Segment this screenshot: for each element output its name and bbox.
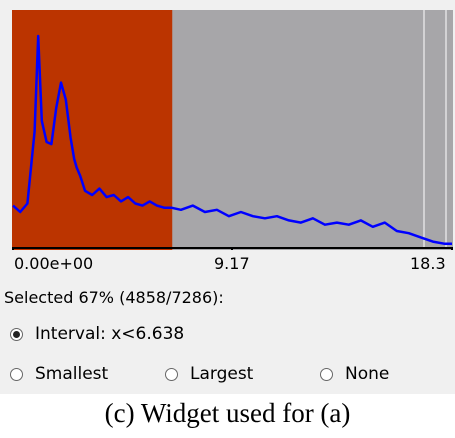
radio-unchecked-icon[interactable] xyxy=(10,367,23,381)
radio-unchecked-icon[interactable] xyxy=(320,367,333,381)
option-none[interactable]: None xyxy=(320,362,389,386)
histogram-line xyxy=(12,34,452,246)
x-tick-label-max: 18.3 xyxy=(410,254,446,273)
option-smallest-label: Smallest xyxy=(35,364,109,384)
option-smallest[interactable]: Smallest xyxy=(10,362,108,386)
option-interval-label: Interval: x<6.638 xyxy=(35,324,185,344)
option-interval[interactable]: Interval: x<6.638 xyxy=(10,322,184,346)
option-largest-label: Largest xyxy=(190,364,254,384)
option-largest[interactable]: Largest xyxy=(165,362,253,386)
figure-caption: (c) Widget used for (a) xyxy=(104,398,351,428)
histogram-chart[interactable] xyxy=(12,10,453,250)
histogram-widget: 0.00e+00 9.17 18.3 Selected 67% (4858/72… xyxy=(0,0,455,394)
selection-summary: Selected 67% (4858/7286): xyxy=(4,288,224,307)
selected-region[interactable] xyxy=(12,10,173,250)
option-none-label: None xyxy=(345,364,390,384)
radio-unchecked-icon[interactable] xyxy=(165,367,178,381)
x-tick-label-min: 0.00e+00 xyxy=(14,254,94,273)
radio-checked-icon[interactable] xyxy=(10,327,23,341)
x-tick-label-mid: 9.17 xyxy=(214,254,250,273)
